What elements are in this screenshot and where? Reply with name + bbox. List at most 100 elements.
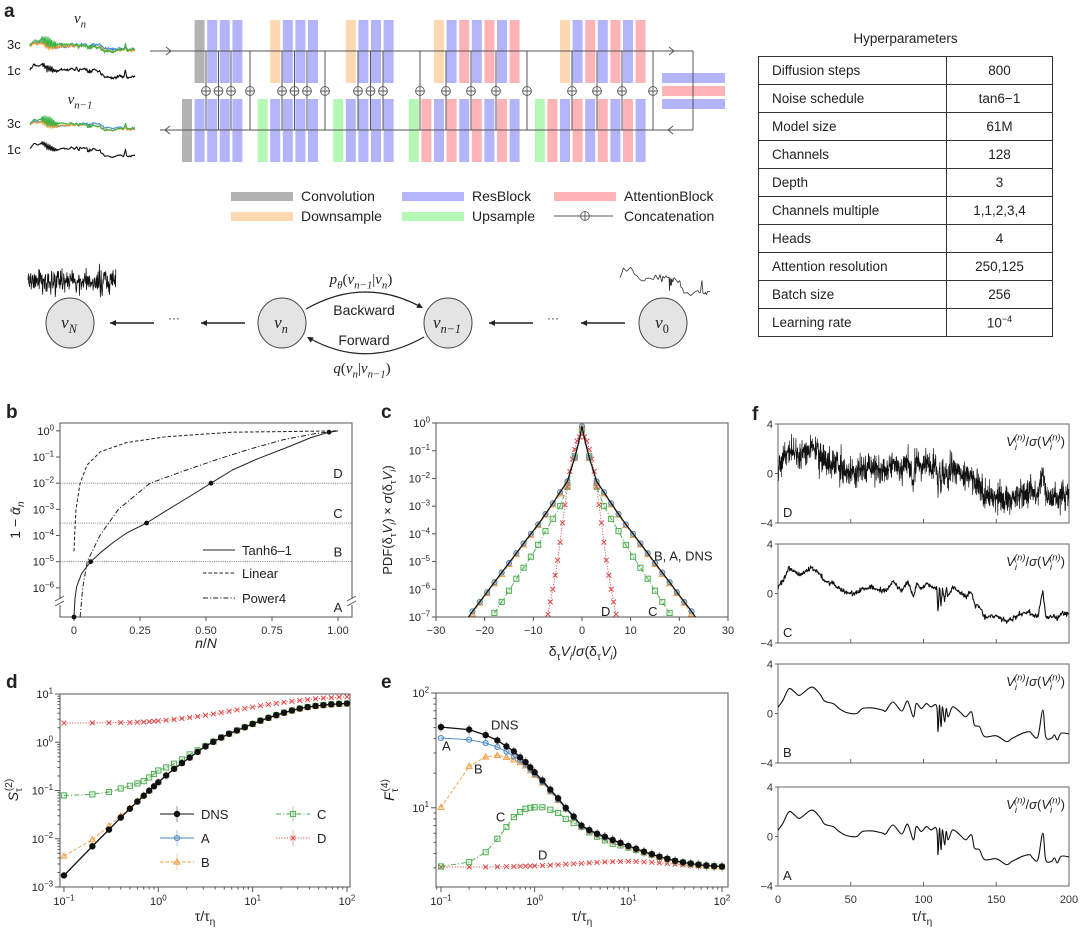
data-point (273, 700, 280, 707)
data-point (60, 872, 68, 879)
y-tick-label: 4 (767, 419, 773, 431)
y-tick-label: −4 (760, 881, 773, 893)
x-axis-label-part: σ (576, 643, 585, 659)
y-axis-label: Sτ(2) (4, 779, 25, 802)
legend-item-dns: DNS (160, 806, 229, 822)
chart-legend: DNS AB CD (160, 806, 326, 870)
x-axis-label-part: τ (912, 908, 918, 924)
data-point (547, 862, 554, 868)
y-tick-label-part: 10 (409, 557, 421, 569)
data-point (656, 853, 663, 860)
y-tick-label: 100 (413, 415, 430, 430)
data-point (601, 833, 609, 840)
legend-label: Concatenation (624, 208, 714, 224)
hyperparameter-row: Depth 3 (758, 168, 1053, 197)
quantity-label-part: ) (1061, 434, 1065, 449)
downsample-swatch (231, 212, 293, 221)
node-label-part: N (68, 322, 78, 336)
backward-formula-part: θ (337, 280, 343, 292)
data-point (503, 743, 510, 750)
x-tick-label-part: 10 (714, 896, 726, 908)
data-point (494, 737, 501, 744)
y-tick-label: 0 (767, 469, 773, 481)
data-point (640, 848, 648, 855)
data-point (60, 792, 68, 799)
legend-label: Upsample (472, 208, 535, 224)
series-annotation: A (442, 739, 451, 754)
x-axis-label-part: /τ (917, 908, 927, 924)
series-line (440, 806, 723, 868)
y-axis-label-part: ᾱ (7, 506, 23, 515)
series-line (441, 860, 723, 868)
data-point (297, 697, 303, 704)
hyperparameters-table-body: Diffusion steps 800 Noise schedule tan6−1 Mo… (758, 56, 1053, 337)
legend-item-resblock: ResBlock (402, 188, 532, 204)
quantity-label-part: ( (1037, 434, 1042, 449)
waveform-channel-3 (29, 115, 136, 132)
backward-formula-part: ( (342, 272, 347, 288)
concatenation-icon (441, 86, 451, 96)
backward-arc-line (305, 291, 422, 310)
quantity-label-part: (n) (1049, 672, 1060, 683)
series-line (547, 434, 617, 615)
legend-marker-icon (289, 810, 297, 818)
quantity-label-part: (n) (1049, 795, 1060, 806)
y-tick-label-part: −1 (421, 443, 430, 452)
data-point (503, 863, 510, 870)
data-point (559, 520, 566, 526)
x-tick-label: 150 (987, 894, 1005, 906)
x-tick-label: −20 (475, 625, 494, 637)
data-point (171, 716, 177, 723)
data-point (498, 598, 505, 605)
data-point (578, 860, 585, 867)
x-tick-label: 20 (673, 625, 685, 637)
level-label: C (333, 506, 342, 521)
backward-formula-part: ) (387, 272, 392, 288)
y-axis-label-part: (2) (4, 779, 15, 791)
backward-label: Backward (333, 302, 394, 318)
data-point (304, 696, 311, 703)
data-point (186, 754, 193, 761)
data-point (539, 804, 546, 811)
data-point (710, 862, 718, 870)
y-axis-label-part: τ (390, 788, 401, 792)
node-circle (638, 297, 688, 349)
y-tick-label: 10−5 (33, 554, 55, 569)
level-label: D (333, 466, 342, 481)
quantity-label: Vi(n)/σ(Vi(n)) (1006, 432, 1065, 452)
data-point (89, 720, 96, 726)
level-crossing-point (71, 614, 77, 620)
series-line-power4 (79, 430, 339, 618)
series-d (61, 694, 350, 726)
quantity-label-part: σ (1029, 674, 1038, 689)
data-point (609, 858, 616, 865)
data-point (552, 572, 558, 579)
data-point (140, 719, 147, 725)
data-point (547, 786, 554, 793)
return-chevron-icon (667, 125, 674, 135)
level-label: B (334, 545, 343, 560)
concatenation-icon (567, 86, 577, 96)
quantity-label-part: V (1006, 797, 1016, 812)
x-axis-label-part: τ (597, 652, 601, 663)
y-tick-label: 100 (36, 735, 53, 750)
hyperparameter-row: Model size 61M (758, 112, 1053, 141)
x-tick-label-part: −1 (66, 893, 75, 902)
x-tick-label-part: 10 (430, 896, 442, 908)
data-point (60, 852, 68, 859)
x-tick-label: 102 (714, 893, 731, 908)
concatenation-cross (214, 86, 223, 96)
x-tick-label: 100 (526, 893, 543, 908)
data-point (613, 611, 619, 617)
axis-break-icon (54, 595, 65, 607)
data-point (249, 720, 256, 728)
y-tick-label-part: 10 (36, 689, 48, 701)
y-tick-label-part: −6 (45, 580, 55, 589)
quantity-label-part: V (1041, 434, 1051, 449)
y-tick-label: 10−2 (33, 476, 54, 491)
x-axis-label-part: V (601, 643, 612, 659)
concatenation-icon (353, 86, 363, 96)
y-tick-label: 10−2 (32, 831, 53, 846)
legend-label: A (201, 831, 210, 846)
subplot-label: C (783, 625, 792, 640)
